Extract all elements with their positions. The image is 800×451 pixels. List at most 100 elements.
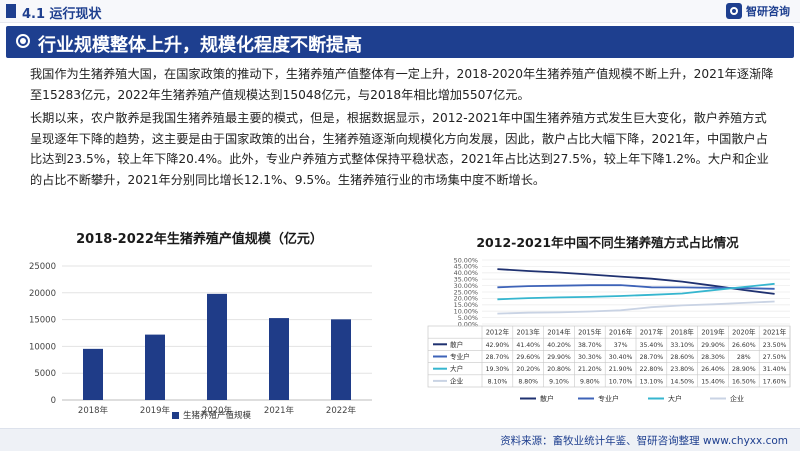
brand-name: 智研咨询 — [746, 5, 790, 18]
line-xtick-label: 2015年 — [578, 328, 602, 337]
table-cell-value: 41.40% — [516, 342, 540, 349]
line-ytick-label: 45.00% — [454, 263, 478, 271]
top-bar: 4.1 运行现状 智研咨询 — [0, 0, 800, 23]
bar-legend-swatch — [172, 412, 179, 419]
line-ytick-label: 40.00% — [454, 269, 478, 277]
table-cell-value: 13.10% — [640, 378, 664, 385]
table-series-name: 大户 — [450, 364, 463, 373]
source-note: 资料来源：畜牧业统计年鉴、智研咨询整理 www.chyxx.com — [500, 435, 788, 447]
table-cell-value: 30.30% — [578, 354, 602, 361]
series-line — [497, 300, 775, 315]
bar-chart-title: 2018-2022年生猪养殖产值规模（亿元） — [76, 232, 323, 247]
bar-xtick-label: 2019年 — [140, 405, 171, 416]
line-ytick-label: 0.00% — [458, 320, 478, 328]
table-series-name: 散户 — [450, 340, 463, 349]
bar-chart: 0 5000 10000 15000 20000 25000 2018年 2019年 2020年… — [29, 262, 372, 421]
bar-ytick-label: 0 — [51, 396, 56, 406]
bar-xtick-label: 2018年 — [78, 405, 109, 416]
table-cell-value: 9.80% — [580, 378, 600, 385]
line-legend-label: 专业户 — [598, 394, 619, 403]
table-cell-value: 14.50% — [670, 378, 694, 385]
line-ytick-label: 5.00% — [458, 314, 478, 322]
table-cell-value: 23.80% — [670, 366, 694, 373]
table-cell-value: 40.20% — [547, 342, 571, 349]
line-xtick-label: 2016年 — [609, 328, 633, 337]
line-ytick-label: 10.00% — [454, 308, 478, 316]
title-bar: 行业规模整体上升，规模化程度不断提高 — [6, 26, 794, 58]
page-title: 行业规模整体上升，规模化程度不断提高 — [38, 35, 362, 56]
table-cell-value: 21.90% — [609, 366, 633, 373]
line-chart-panel: 2012-2021年中国不同生猪养殖方式占比情况 0.00% 5.00% 10.00… — [420, 232, 795, 428]
table-series-name: 专业户 — [450, 352, 470, 361]
line-xtick-label: 2018年 — [671, 328, 695, 337]
line-ytick-label: 35.00% — [454, 276, 478, 284]
line-chart: 0.00%5.00%10.00%15.00%20.00%25.00%30.00%… — [427, 256, 791, 403]
line-xtick-label: 2021年 — [763, 328, 787, 337]
table-cell-value: 33.10% — [670, 342, 694, 349]
table-cell-value: 37% — [614, 342, 628, 349]
bar-ytick-label: 10000 — [29, 342, 56, 352]
table-cell-value: 8.10% — [488, 378, 508, 385]
table-cell-value: 30.40% — [609, 354, 633, 361]
line-xtick-label: 2012年 — [486, 328, 510, 337]
table-cell-value: 20.80% — [547, 366, 571, 373]
line-ytick-label: 15.00% — [454, 301, 478, 309]
table-cell-value: 22.80% — [640, 366, 664, 373]
table-cell-value: 29.60% — [516, 354, 540, 361]
table-cell-value: 17.60% — [763, 378, 787, 385]
table-cell-value: 26.40% — [701, 366, 725, 373]
paragraph-1: 我国作为生猪养殖大国，在国家政策的推动下，生猪养殖产值整体有一定上升，2018-… — [30, 67, 774, 102]
table-cell-value: 26.60% — [732, 342, 756, 349]
series-line — [497, 282, 775, 301]
brand-logo-icon — [726, 3, 742, 19]
section-marker — [6, 4, 16, 18]
table-cell-value: 28.70% — [640, 354, 664, 361]
bar — [269, 318, 289, 400]
bar — [207, 293, 227, 400]
line-legend-label: 企业 — [730, 394, 744, 403]
bar-ytick-label: 20000 — [29, 289, 56, 299]
bar — [83, 348, 103, 400]
table-cell-value: 29.90% — [701, 342, 725, 349]
line-ytick-label: 30.00% — [454, 282, 478, 290]
bar-chart-panel: 2018-2022年生猪养殖产值规模（亿元） 0 5000 10000 15000 20… — [12, 228, 387, 428]
table-series-name: 企业 — [450, 376, 464, 385]
table-cell-value: 27.50% — [763, 354, 787, 361]
table-cell-value: 35.40% — [640, 342, 664, 349]
table-cell-value: 28.70% — [486, 354, 510, 361]
line-legend-label: 大户 — [668, 394, 682, 403]
line-xtick-label: 2020年 — [732, 328, 756, 337]
table-cell-value: 20.20% — [516, 366, 540, 373]
table-cell-value: 28.60% — [670, 354, 694, 361]
table-cell-value: 28.90% — [732, 366, 756, 373]
bar-xtick-label: 2020年 — [202, 405, 233, 416]
brand: 智研咨询 — [726, 3, 790, 19]
line-xtick-label: 2013年 — [517, 328, 541, 337]
table-cell-value: 31.40% — [763, 366, 787, 373]
table-cell-value: 42.90% — [486, 342, 510, 349]
bar — [145, 334, 165, 400]
line-ytick-label: 20.00% — [454, 295, 478, 303]
line-legend-label: 散户 — [540, 394, 554, 403]
line-xtick-label: 2019年 — [701, 328, 725, 337]
bar-ytick-label: 25000 — [29, 262, 56, 272]
table-cell-value: 38.70% — [578, 342, 602, 349]
line-chart-title: 2012-2021年中国不同生猪养殖方式占比情况 — [476, 235, 739, 250]
line-ytick-label: 25.00% — [454, 288, 478, 296]
bar-legend-label: 生猪养殖产值规模 — [183, 410, 252, 421]
target-icon — [16, 34, 30, 48]
bar-ytick-label: 15000 — [29, 316, 56, 326]
footer: 资料来源：畜牧业统计年鉴、智研咨询整理 www.chyxx.com — [0, 428, 800, 451]
table-cell-value: 8.80% — [518, 378, 538, 385]
line-ytick-label: 50.00% — [454, 256, 478, 264]
table-cell-value: 15.40% — [701, 378, 725, 385]
table-cell-value: 9.10% — [549, 378, 569, 385]
section-label: 4.1 运行现状 — [22, 7, 102, 22]
bar — [331, 319, 351, 400]
bar-xtick-label: 2021年 — [264, 405, 295, 416]
paragraph-2: 长期以来，农户散养是我国生猪养殖最主要的模式，但是，根据数据显示，2012-20… — [30, 111, 769, 187]
table-cell-value: 29.90% — [547, 354, 571, 361]
table-cell-value: 23.50% — [763, 342, 787, 349]
table-cell-value: 19.30% — [486, 366, 510, 373]
table-cell-value: 16.50% — [732, 378, 756, 385]
